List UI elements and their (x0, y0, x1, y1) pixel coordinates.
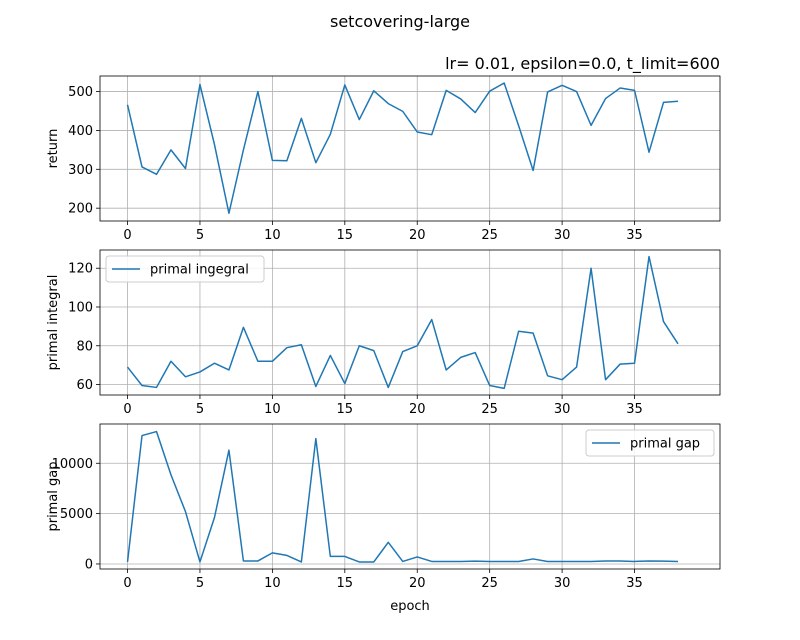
axes-frame (99, 75, 721, 222)
series-line (126, 255, 679, 390)
legend-box (105, 255, 265, 283)
x-tick-label: 10 (264, 576, 281, 591)
x-tick-label: 25 (481, 576, 498, 591)
legend: primal gap (585, 429, 715, 457)
y-tick-label: 500 (68, 85, 93, 100)
x-tick-label: 20 (409, 576, 426, 591)
x-tick-label: 20 (409, 402, 426, 417)
y-tick-label: 120 (68, 262, 93, 277)
legend-label: primal gap (630, 437, 700, 452)
x-tick-label: 35 (626, 228, 643, 243)
x-tick-label: 20 (409, 228, 426, 243)
x-tick-label: 15 (337, 228, 354, 243)
y-axis-label: primal gap (46, 461, 61, 531)
subplot-2: 0 5 10 15 20 25 30 35 60 80 100 120 primal integral p… (46, 249, 721, 417)
figure-suptitle: setcovering-large (330, 12, 470, 31)
x-tick-label: 30 (554, 576, 571, 591)
x-tick-label: 25 (481, 228, 498, 243)
x-tick-label: 5 (196, 402, 204, 417)
x-tick-label: 5 (196, 576, 204, 591)
x-tick-label: 0 (123, 402, 131, 417)
y-tick-label: 400 (68, 124, 93, 139)
y-tick-label: 100 (68, 300, 93, 315)
x-tick-label: 25 (481, 402, 498, 417)
legend-box (585, 429, 715, 457)
y-tick-label: 0 (85, 557, 93, 572)
y-tick-label: 300 (68, 163, 93, 178)
x-tick-label: 0 (123, 228, 131, 243)
y-tick-label: 60 (76, 378, 93, 393)
legend-label: primal ingegral (150, 263, 249, 278)
x-axis-label: epoch (390, 599, 430, 614)
x-tick-label: 10 (264, 402, 281, 417)
x-tick-label: 30 (554, 402, 571, 417)
subplot-title: lr= 0.01, epsilon=0.0, t_limit=600 (445, 54, 720, 74)
x-tick-label: 0 (123, 576, 131, 591)
series-line (126, 82, 679, 214)
y-axis-label: return (46, 129, 61, 169)
y-axis-label: primal integral (46, 275, 61, 371)
x-tick-label: 5 (196, 228, 204, 243)
x-tick-label: 30 (554, 228, 571, 243)
x-tick-label: 15 (337, 402, 354, 417)
y-tick-label: 200 (68, 202, 93, 217)
y-tick-label: 80 (76, 339, 93, 354)
axes-frame (99, 423, 721, 570)
legend: primal ingegral (105, 255, 265, 283)
y-tick-label: 10000 (52, 457, 93, 472)
x-tick-label: 15 (337, 576, 354, 591)
subplot-1: 0 5 10 15 20 25 30 35 200 300 400 500 return (46, 75, 721, 243)
x-tick-label: 10 (264, 228, 281, 243)
y-tick-label: 5000 (60, 507, 93, 522)
x-tick-label: 35 (626, 576, 643, 591)
axes-frame (99, 249, 721, 396)
x-tick-label: 35 (626, 402, 643, 417)
series-line (126, 430, 679, 563)
